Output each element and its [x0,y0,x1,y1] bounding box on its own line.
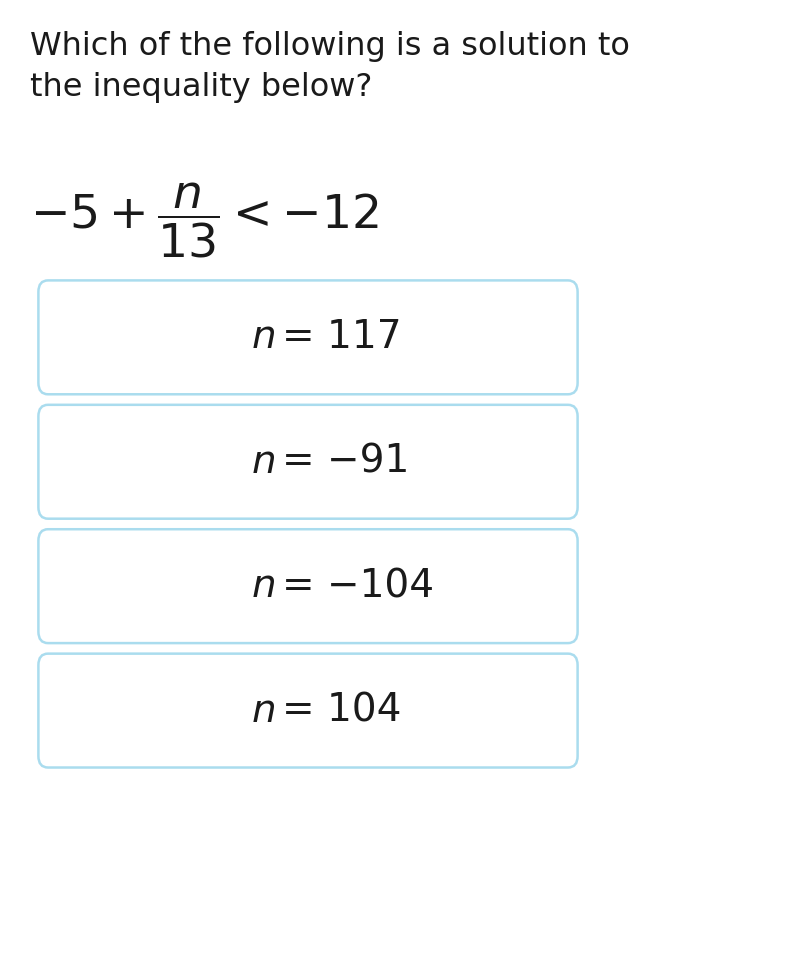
FancyBboxPatch shape [38,280,578,394]
Text: the inequality below?: the inequality below? [30,72,373,102]
Text: = −104: = −104 [282,568,434,605]
Text: = 117: = 117 [282,319,402,356]
Text: n: n [251,319,276,356]
FancyBboxPatch shape [38,654,578,768]
Text: = 104: = 104 [282,692,402,729]
Text: $\mathsf{-5 + \dfrac{\mathit{n}}{13} < -12}$: $\mathsf{-5 + \dfrac{\mathit{n}}{13} < -… [30,180,379,260]
Text: n: n [251,692,276,729]
FancyBboxPatch shape [38,405,578,519]
Text: n: n [251,443,276,480]
Text: = −91: = −91 [282,443,410,480]
Text: Which of the following is a solution to: Which of the following is a solution to [30,31,630,61]
FancyBboxPatch shape [38,529,578,643]
Text: n: n [251,568,276,605]
